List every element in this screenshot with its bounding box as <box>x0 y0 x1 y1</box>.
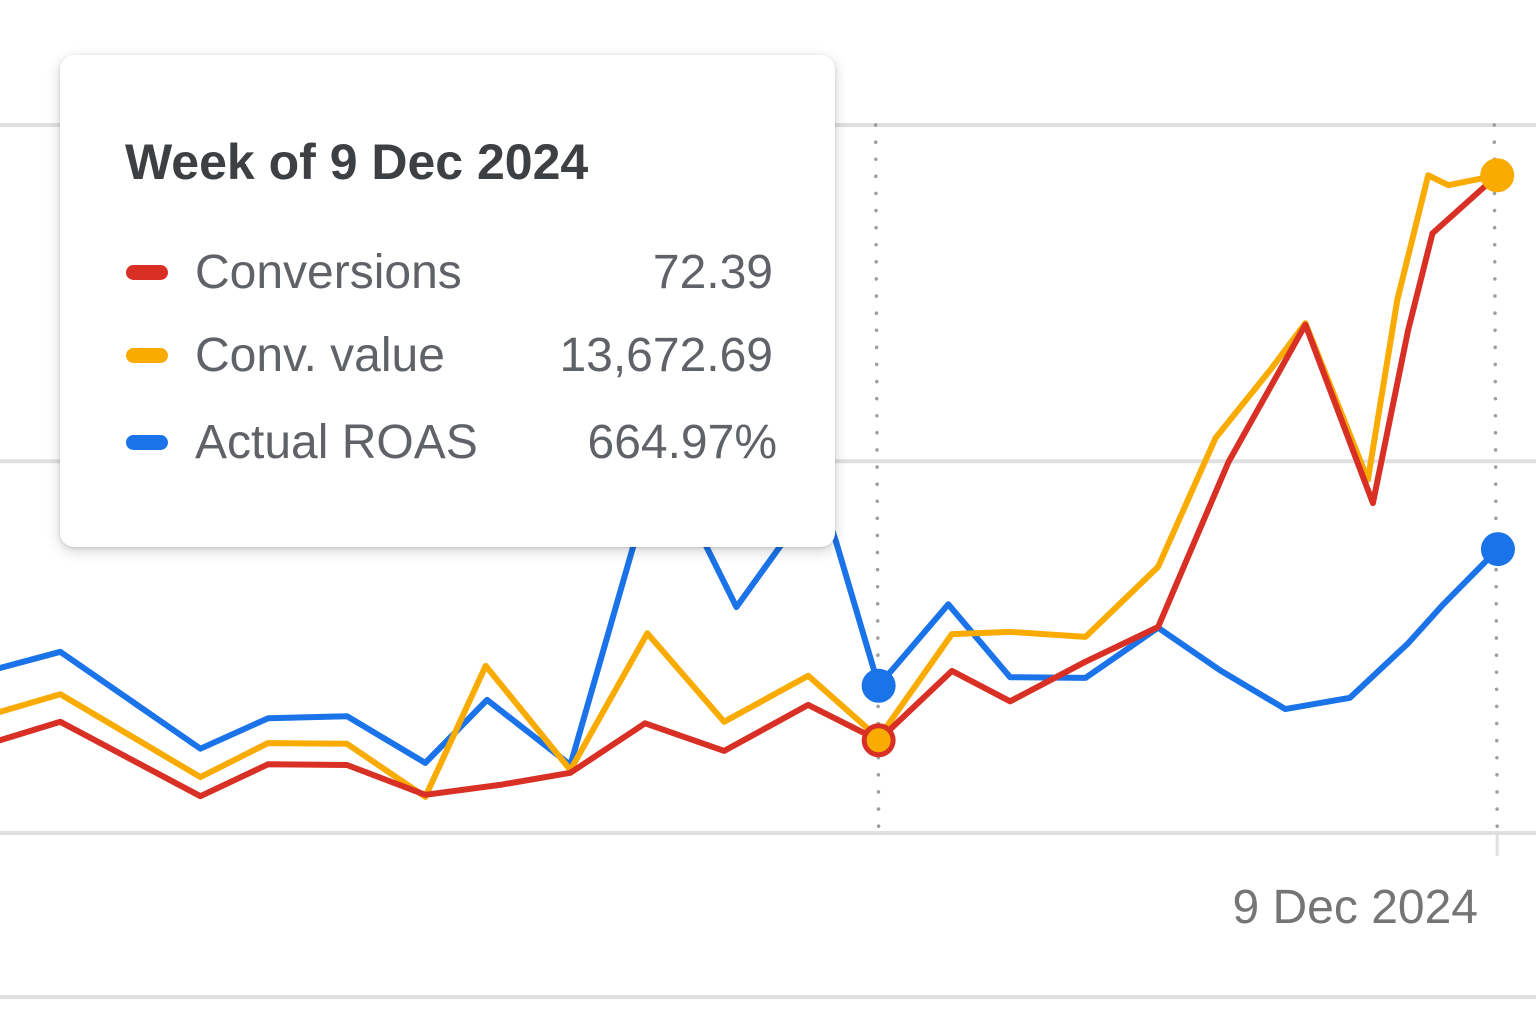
tooltip-label: Conversions <box>195 246 462 299</box>
conv-value-end-point <box>1480 158 1515 193</box>
roas-end-point <box>1480 532 1515 567</box>
series-line-conversions <box>0 172 1501 800</box>
tooltip: Week of 9 Dec 2024 Conversions 72.39 Con… <box>60 55 835 547</box>
hover-guide-line <box>873 123 881 835</box>
tooltip-value: 664.97% <box>587 416 778 469</box>
conversions-swatch-icon <box>126 265 168 280</box>
tooltip-label: Actual ROAS <box>195 416 478 469</box>
tooltip-row-actual-roas: Actual ROAS 664.97% <box>60 413 835 473</box>
tooltip-row-conv-value: Conv. value 13,672.69 <box>60 326 835 386</box>
tooltip-row-conversions: Conversions 72.39 <box>60 243 835 303</box>
roas-hover-point <box>861 668 896 703</box>
conv-value-swatch-icon <box>126 348 168 363</box>
x-tick-label: 9 Dec 2024 <box>1232 881 1478 934</box>
conv-value-hover-point <box>866 728 891 753</box>
tooltip-title: Week of 9 Dec 2024 <box>125 134 589 190</box>
hover-guide-line <box>1492 123 1499 835</box>
tooltip-value: 72.39 <box>652 246 773 299</box>
actual-roas-swatch-icon <box>126 435 168 450</box>
tooltip-value: 13,672.69 <box>559 329 773 382</box>
series-line-conv-value <box>0 172 1501 800</box>
tooltip-label: Conv. value <box>195 329 445 382</box>
